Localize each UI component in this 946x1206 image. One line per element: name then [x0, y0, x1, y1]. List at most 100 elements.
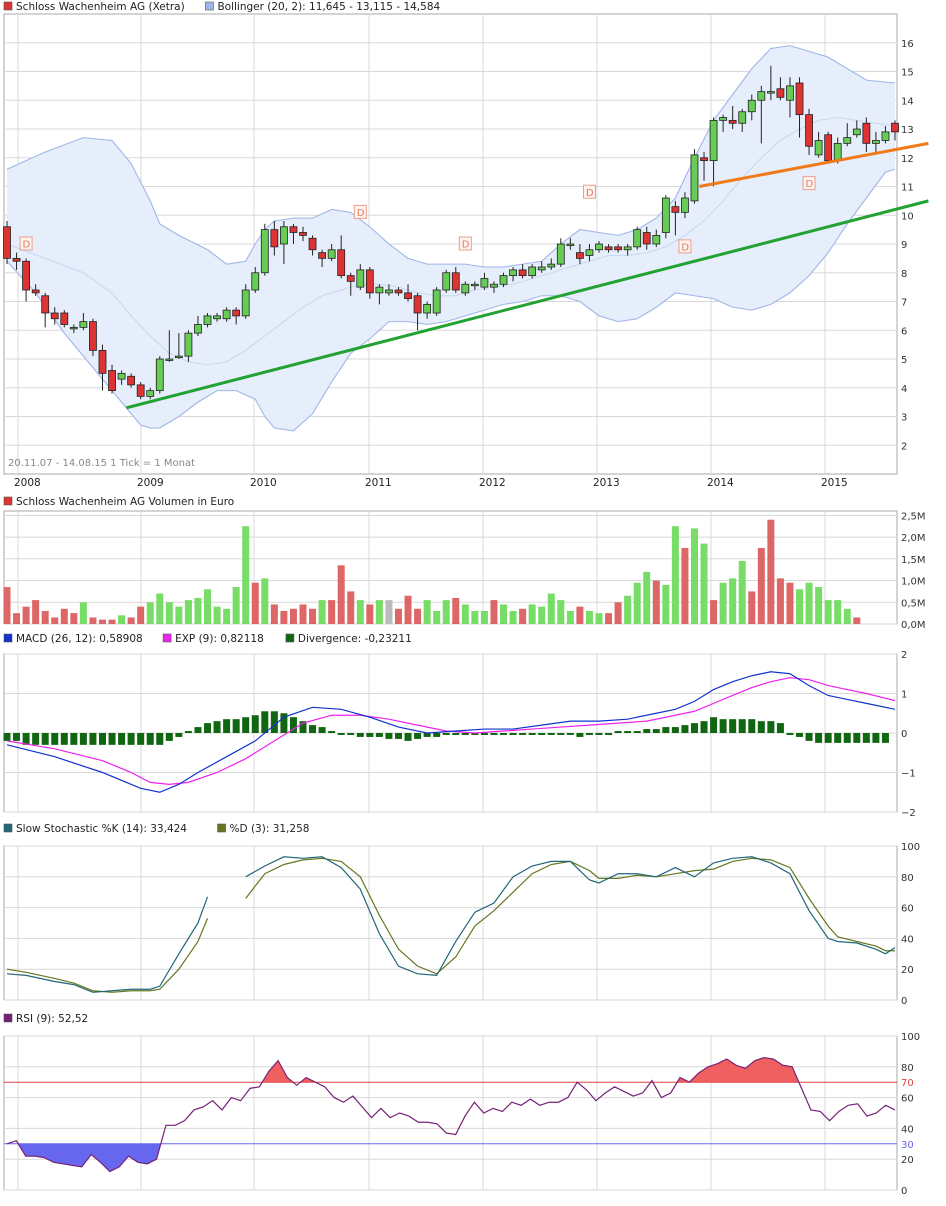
divergence-bar [433, 733, 441, 737]
divergence-bar [213, 721, 221, 733]
dividend-marker-box [19, 236, 33, 251]
candle-body [327, 249, 336, 259]
dividend-marker-box [802, 176, 816, 191]
candle-body [50, 312, 59, 320]
legend-swatch [217, 823, 226, 833]
divergence-bar [557, 733, 565, 735]
dividend-marker-icon: D [586, 188, 594, 199]
candle-body [652, 234, 661, 245]
divergence-bar [652, 729, 660, 733]
price-ytick-label: 10 [901, 211, 914, 222]
dividend-marker-icon: D [22, 240, 30, 251]
candle-body [509, 269, 517, 277]
candle-body [518, 269, 527, 277]
divergence-bar [194, 727, 202, 733]
divergence-bar [280, 713, 288, 733]
divergence-bar [872, 733, 880, 743]
candle-body [308, 237, 317, 251]
volume-bar [748, 591, 756, 624]
volume-bar [404, 595, 412, 624]
macd-ytick-label: −1 [901, 769, 916, 780]
candle-body [499, 275, 508, 285]
rsi-reference-label: 70 [901, 1078, 914, 1089]
x-axis-year-label: 2009 [137, 477, 164, 489]
x-axis-year-label: 2013 [593, 477, 620, 489]
volume-bar [375, 600, 383, 624]
divergence-bar [51, 733, 59, 745]
divergence-bar [490, 733, 498, 735]
x-axis-year-label: 2014 [707, 477, 734, 489]
divergence-bar [729, 719, 737, 733]
volume-bar [461, 604, 469, 624]
volume-bar [681, 547, 689, 624]
rsi-line [6, 1056, 896, 1173]
legend-label: RSI (9): 52,52 [16, 1013, 88, 1025]
divergence-bar [261, 711, 269, 733]
candle-body [299, 232, 307, 236]
volume-bar [280, 610, 288, 624]
divergence-bar [165, 733, 173, 741]
candle-body [432, 289, 441, 314]
candle-body [738, 111, 747, 124]
candle-body [614, 246, 622, 251]
stochastic-d-line [245, 857, 895, 975]
divergence-bar [3, 733, 11, 741]
candle-body [3, 226, 11, 259]
volume-bar [547, 593, 555, 624]
legend-swatch [3, 823, 13, 833]
volume-bar [585, 610, 593, 624]
candle-body [136, 384, 145, 397]
candle-body [776, 88, 785, 98]
macd-line [6, 671, 896, 793]
candle-body [604, 246, 613, 251]
price-ytick-label: 7 [901, 298, 907, 309]
legend-swatch [3, 1013, 13, 1023]
volume-bar [328, 600, 336, 624]
volume-bar [662, 584, 670, 624]
volume-bar [480, 610, 488, 624]
volume-bar [261, 578, 269, 624]
volume-bar [232, 587, 240, 624]
volume-bar [213, 606, 221, 624]
divergence-bar [700, 721, 708, 733]
candle-body [566, 243, 575, 246]
dividend-marker-box [582, 184, 596, 199]
divergence-bar [156, 733, 164, 745]
price-ytick-label: 12 [901, 154, 914, 165]
x-axis-year-label: 2008 [14, 477, 41, 489]
bollinger-lower-line [6, 168, 896, 432]
divergence-bar [757, 721, 765, 733]
x-axis-year-label: 2015 [821, 477, 848, 489]
candle-body [79, 321, 88, 328]
candle-body [766, 91, 775, 94]
volume-bar [796, 589, 804, 624]
volume-bar [337, 565, 345, 624]
volume-bar [251, 582, 259, 624]
candle-body [719, 117, 728, 121]
divergence-bar [719, 719, 727, 733]
divergence-bar [394, 733, 402, 739]
divergence-bar [385, 733, 393, 739]
candle-body [891, 122, 899, 133]
trendline [125, 199, 929, 410]
volume-bar [614, 602, 622, 624]
price-ytick-label: 11 [901, 183, 914, 194]
legend-swatch [3, 496, 13, 506]
divergence-bar [204, 723, 212, 733]
volume-bar [184, 600, 192, 624]
legend-label: Slow Stochastic %K (14): 33,424 [16, 823, 187, 835]
divergence-bar [786, 733, 794, 735]
dividend-marker-box [678, 239, 692, 254]
stochastic-ytick-label: 80 [901, 873, 914, 884]
divergence-bar [375, 733, 383, 737]
range-note: 20.11.07 - 14.08.15 1 Tick = 1 Monat [8, 458, 195, 469]
candle-body [289, 226, 298, 233]
divergence-bar [509, 733, 517, 735]
legend-label: Schloss Wachenheim AG Volumen in Euro [16, 496, 234, 508]
rsi-ytick-label: 60 [901, 1094, 914, 1105]
candle-body [318, 252, 326, 259]
volume-bar [156, 593, 164, 624]
volume-bar [175, 606, 183, 624]
candle-body [786, 85, 794, 101]
divergence-bar [538, 733, 546, 735]
